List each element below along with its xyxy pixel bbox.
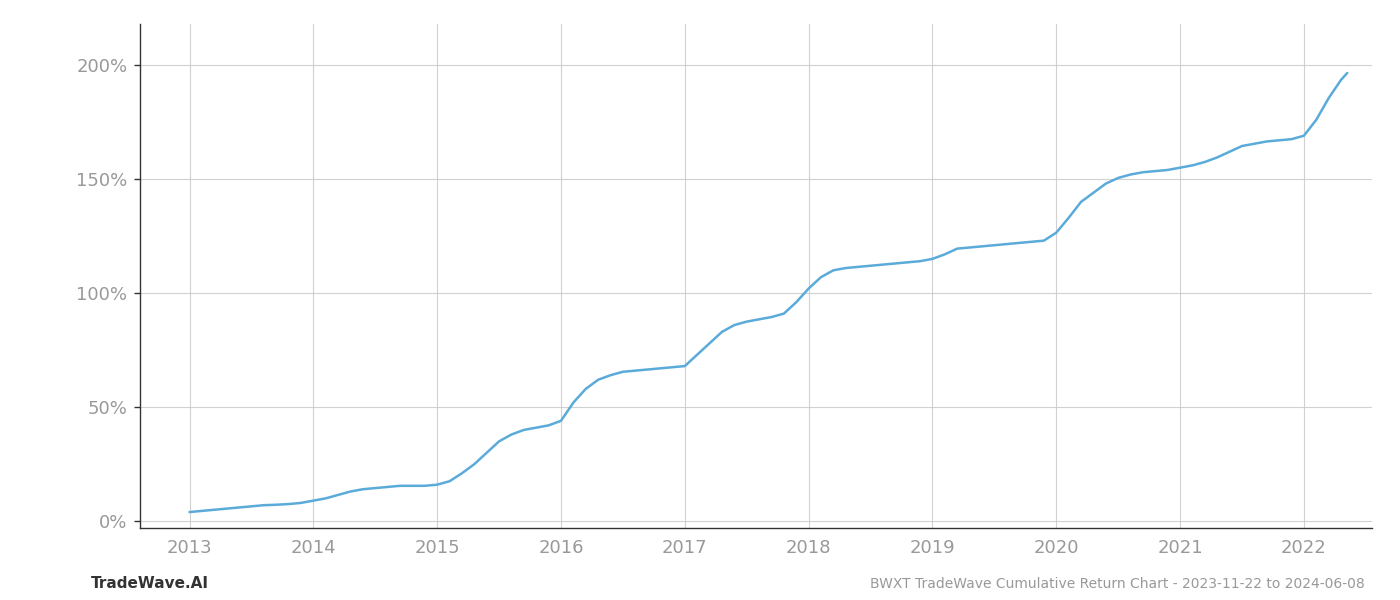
Text: TradeWave.AI: TradeWave.AI xyxy=(91,576,209,591)
Text: BWXT TradeWave Cumulative Return Chart - 2023-11-22 to 2024-06-08: BWXT TradeWave Cumulative Return Chart -… xyxy=(871,577,1365,591)
